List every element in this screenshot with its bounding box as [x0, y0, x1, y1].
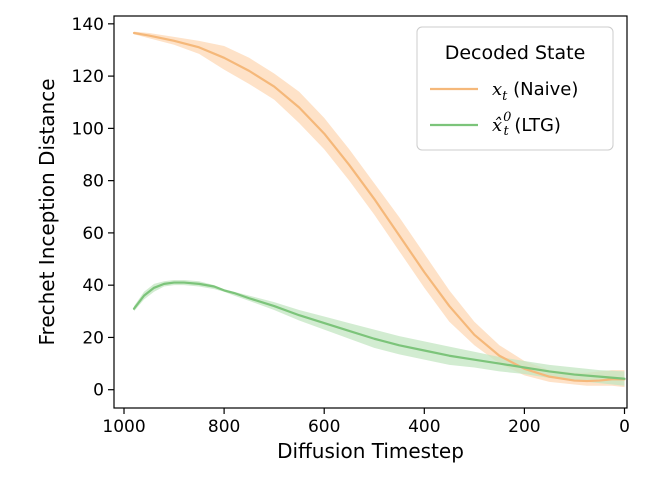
legend-naive-suffix: (Naive): [507, 79, 578, 100]
legend-title: Decoded State: [445, 42, 586, 64]
y-axis-ticks: 0 20 40 60 80 100 120 140: [72, 15, 114, 401]
legend-box: [416, 26, 614, 151]
y-tick-label: 80: [82, 172, 104, 192]
legend-naive-symbol: x: [492, 79, 502, 100]
y-tick-label: 40: [82, 276, 104, 296]
legend-ltg-suffix: (LTG): [509, 115, 561, 136]
x-axis-label: Diffusion Timestep: [277, 439, 464, 463]
x-tick-label: 400: [408, 417, 440, 437]
series-line-naive: [132, 31, 626, 383]
y-tick-label: 140: [72, 15, 104, 35]
legend-ltg-symbol: x̂: [492, 115, 502, 136]
legend-ltg-superscript: 0: [503, 110, 511, 125]
plot-frame: [113, 15, 628, 409]
legend-ltg-subscript: t: [503, 124, 509, 139]
y-tick-label: 20: [82, 328, 104, 348]
confidence-bands: [134, 31, 625, 388]
series-line-ltg: [132, 281, 626, 380]
x-tick-label: 1000: [102, 417, 145, 437]
x-tick-label: 200: [508, 417, 540, 437]
y-tick-label: 100: [72, 119, 104, 139]
y-tick-label: 120: [72, 67, 104, 87]
band-ltg: [134, 279, 625, 386]
x-tick-label: 0: [619, 417, 630, 437]
band-naive: [134, 31, 625, 388]
legend-entry-naive: xt (Naive): [492, 79, 578, 104]
x-axis-ticks: 1000 800 600 400 200 0: [102, 408, 630, 437]
legend-entry-ltg: x̂0 t (LTG): [492, 110, 561, 139]
y-axis-label: Frechet Inception Distance: [35, 78, 59, 345]
y-tick-label: 60: [82, 224, 104, 244]
x-tick-label: 600: [308, 417, 340, 437]
y-tick-label: 0: [93, 381, 104, 401]
legend: Decoded State xt (Naive) x̂0 t (LTG): [416, 26, 614, 151]
legend-naive-subscript: t: [502, 89, 508, 104]
series-lines: [132, 31, 626, 383]
x-tick-label: 800: [208, 417, 240, 437]
